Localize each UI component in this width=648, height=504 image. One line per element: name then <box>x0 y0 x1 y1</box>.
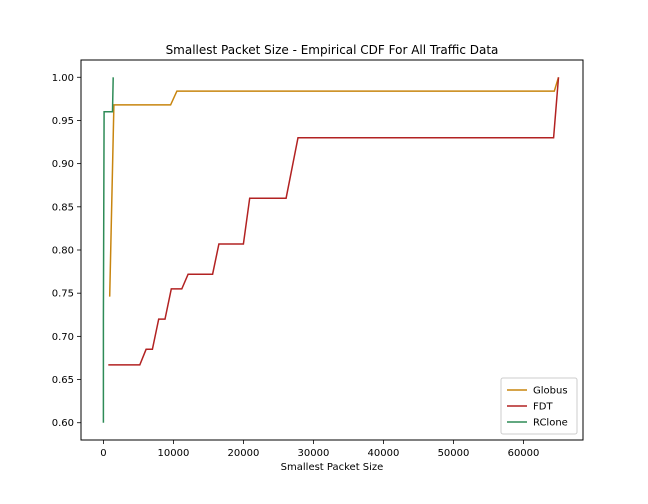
x-axis: 0 10000 20000 30000 40000 50000 60000 <box>100 440 539 459</box>
y-tick-label: 0.75 <box>52 289 74 300</box>
x-tick-label: 50000 <box>438 448 470 459</box>
legend-label-fdt: FDT <box>533 402 553 413</box>
y-tick-label: 0.65 <box>52 375 74 386</box>
y-tick-label: 0.85 <box>52 202 74 213</box>
y-tick-label: 0.70 <box>52 332 74 343</box>
x-tick-label: 30000 <box>298 448 330 459</box>
y-tick-label: 0.95 <box>52 116 74 127</box>
y-tick-label: 0.90 <box>52 159 74 170</box>
x-axis-label: Smallest Packet Size <box>281 462 384 473</box>
y-tick-label: 0.80 <box>52 246 74 257</box>
y-tick-label: 1.00 <box>52 73 74 84</box>
y-axis: 0.60 0.65 0.70 0.75 0.80 0.85 0.90 0.95 1.00 <box>52 73 81 429</box>
series-line-rclone <box>102 77 114 423</box>
series-line-globus <box>108 77 560 297</box>
legend: Globus FDT RClone <box>500 377 578 435</box>
legend-label-globus: Globus <box>533 386 568 397</box>
x-tick-label: 40000 <box>368 448 400 459</box>
series-layer <box>102 77 560 423</box>
y-tick-label: 0.60 <box>52 418 74 429</box>
series-line-fdt <box>108 77 560 366</box>
x-tick-label: 20000 <box>228 448 260 459</box>
legend-box <box>500 377 578 435</box>
x-tick-label: 60000 <box>508 448 540 459</box>
chart-title: Smallest Packet Size - Empirical CDF For… <box>166 43 499 57</box>
x-tick-label: 0 <box>100 448 106 459</box>
legend-label-rclone: RClone <box>533 418 568 429</box>
x-tick-label: 10000 <box>158 448 190 459</box>
